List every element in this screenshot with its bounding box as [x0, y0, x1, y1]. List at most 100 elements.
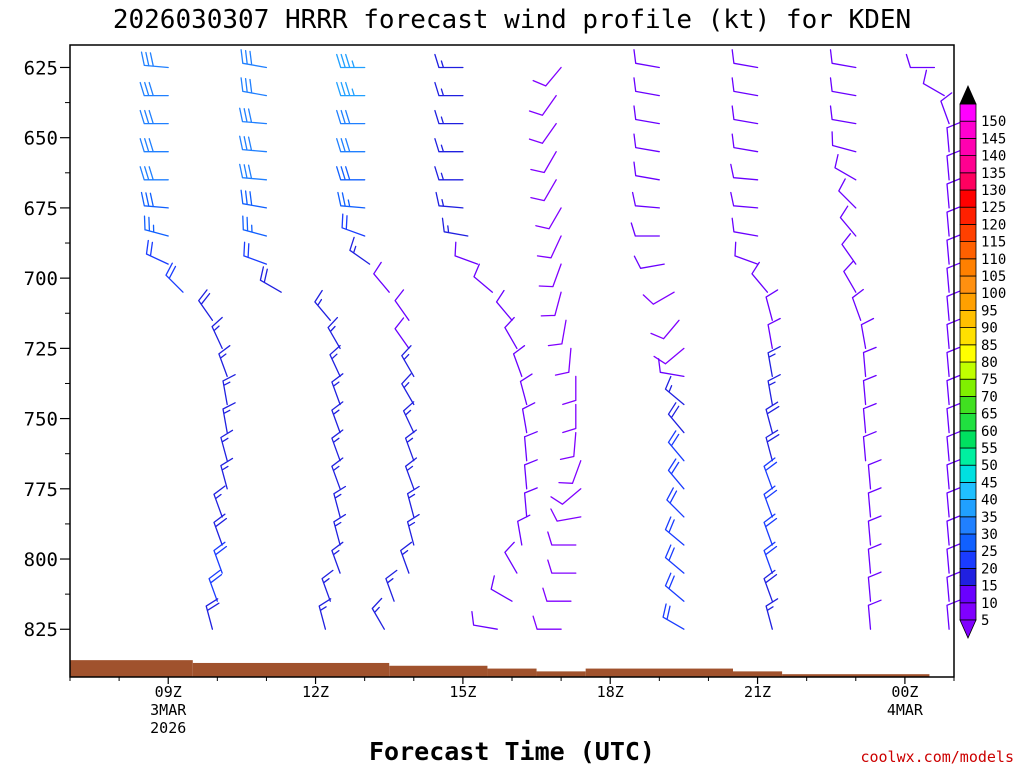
wind-barb [523, 431, 538, 462]
wind-barb [198, 289, 214, 321]
chart-title: 2026030307 HRRR forecast wind profile (k… [113, 5, 911, 35]
wind-barb [471, 610, 498, 630]
wind-barb [336, 53, 366, 69]
wind-barb [504, 541, 518, 574]
colorbar-swatch [959, 413, 977, 432]
wind-barb [535, 207, 562, 230]
wind-barb [336, 81, 366, 97]
wind-barb [140, 51, 169, 69]
wind-barb [664, 375, 685, 406]
wind-barb [667, 430, 685, 462]
wind-barb [336, 109, 366, 125]
wind-barb [862, 431, 877, 462]
y-tick-label: 725 [24, 338, 58, 360]
colorbar-swatch [959, 172, 977, 191]
wind-barb [349, 236, 371, 265]
colorbar-label: 150 [981, 114, 1006, 130]
wind-barb [331, 429, 344, 462]
terrain-block-1 [192, 662, 390, 677]
wind-barb [321, 569, 334, 602]
wind-barb [843, 260, 857, 293]
colorbar-swatch [959, 378, 977, 397]
wind-barb [336, 138, 366, 153]
wind-barb [547, 531, 577, 546]
colorbar-swatch [959, 137, 977, 156]
wind-barb [143, 215, 169, 237]
wind-barb [337, 191, 366, 209]
wind-barb [222, 374, 236, 406]
wind-barb [329, 344, 341, 378]
colorbar-label: 35 [981, 510, 998, 526]
colorbar-label: 75 [981, 372, 998, 388]
wind-barb [318, 598, 332, 630]
wind-barb [550, 488, 582, 505]
colorbar-label: 50 [981, 458, 998, 474]
colorbar-swatch [959, 241, 977, 260]
colorbar-label: 5 [981, 613, 989, 629]
colorbar-swatch [959, 189, 977, 208]
wind-barb [666, 487, 685, 518]
wind-barb [523, 459, 538, 490]
wind-barb [371, 597, 385, 630]
wind-barb [240, 49, 268, 69]
colorbar-label: 65 [981, 407, 998, 423]
wind-barb [650, 319, 680, 340]
wind-barb [633, 255, 665, 269]
wind-barb [839, 205, 857, 237]
wind-barb [851, 288, 864, 321]
colorbar-label: 105 [981, 269, 1006, 285]
wind-barb [218, 345, 231, 378]
colorbar-swatch [959, 395, 977, 414]
wind-barb [213, 513, 228, 546]
wind-barb [401, 345, 415, 378]
wind-barb [763, 569, 778, 602]
wind-barb [538, 263, 562, 288]
colorbar-swatch [959, 206, 977, 225]
colorbar-swatch [959, 447, 977, 466]
wind-barb [327, 316, 341, 350]
wind-barb [867, 459, 882, 490]
colorbar-label: 145 [981, 131, 1006, 147]
wind-barb [751, 261, 769, 293]
wind-barb [829, 49, 857, 69]
colorbar-swatch [959, 344, 977, 363]
wind-barb [664, 516, 685, 546]
colorbar-label: 85 [981, 338, 998, 354]
wind-barb [662, 603, 685, 630]
wind-barb [731, 77, 759, 97]
wind-barb [211, 316, 223, 350]
wind-barb [731, 217, 759, 237]
x-tick-label: 09Z [155, 683, 182, 701]
colorbar-label: 135 [981, 166, 1006, 182]
wind-barb [667, 402, 685, 434]
colorbar-label: 45 [981, 475, 998, 491]
wind-barb [838, 178, 857, 209]
y-tick-label: 625 [24, 57, 58, 79]
wind-barb [213, 541, 228, 574]
wind-barb [731, 133, 759, 153]
wind-barb [504, 316, 518, 350]
colorbar-swatch [959, 292, 977, 311]
wind-barb [314, 289, 331, 321]
wind-barb [528, 94, 557, 116]
wind-barb [220, 457, 234, 490]
terrain-block-7 [782, 674, 930, 677]
wind-barb [239, 163, 268, 181]
wind-barb [542, 587, 572, 602]
wind-barb [205, 598, 220, 630]
wind-barb [331, 457, 344, 490]
wind-barb [394, 289, 410, 321]
wind-barb [519, 373, 533, 406]
wind-barb [734, 241, 759, 265]
wind-barb [765, 598, 779, 630]
wind-barb [333, 513, 347, 546]
y-tick-label: 775 [24, 479, 58, 501]
colorbar-swatch [959, 223, 977, 242]
colorbar-swatch [959, 309, 977, 328]
wind-barb [867, 543, 882, 574]
wind-barb [633, 161, 660, 181]
wind-barb [495, 289, 513, 321]
wind-barb [434, 166, 464, 181]
wind-barb [765, 429, 780, 462]
